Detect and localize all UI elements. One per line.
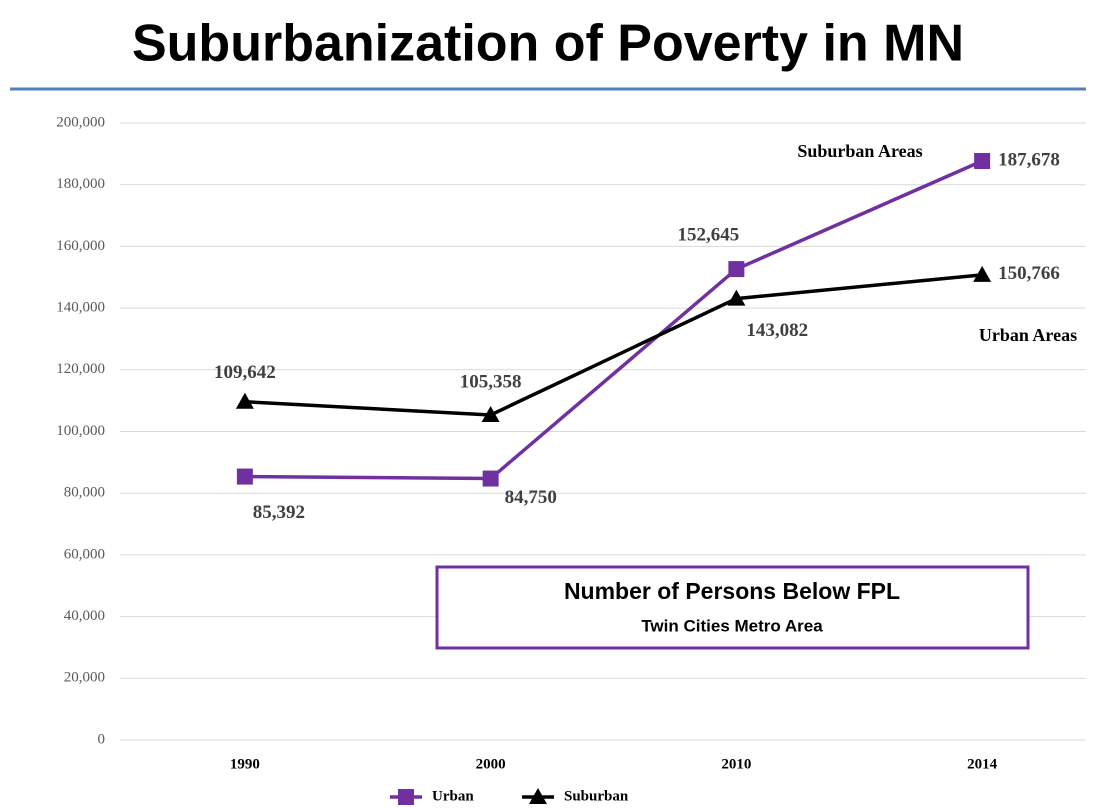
legend-label: Urban	[432, 788, 474, 804]
x-tick-label: 2000	[476, 756, 506, 772]
y-tick-label: 80,000	[64, 485, 105, 501]
y-tick-label: 20,000	[64, 670, 105, 686]
y-tick-label: 40,000	[64, 608, 105, 624]
x-tick-label: 2010	[721, 756, 751, 772]
y-tick-label: 160,000	[56, 238, 105, 254]
series-line	[244, 159, 983, 481]
annotation: Urban Areas	[979, 325, 1077, 345]
inset-subtitle: Twin Cities Metro Area	[641, 616, 823, 635]
x-tick-label: 1990	[230, 756, 260, 772]
data-label: 150,766	[998, 263, 1060, 284]
marker	[235, 392, 254, 409]
data-label: 85,392	[253, 502, 305, 523]
marker	[529, 788, 547, 804]
y-tick-label: 120,000	[56, 361, 105, 377]
marker	[728, 261, 745, 278]
annotation: Suburban Areas	[797, 141, 922, 161]
series-line	[244, 273, 983, 417]
marker	[398, 789, 414, 805]
x-tick-label: 2014	[967, 756, 998, 772]
marker	[482, 470, 499, 487]
data-label: 143,082	[746, 320, 808, 341]
y-tick-label: 140,000	[56, 300, 105, 316]
chart-title: Suburbanization of Poverty in MN	[132, 15, 964, 73]
legend-label: Suburban	[564, 788, 629, 804]
data-label: 152,645	[678, 224, 740, 245]
marker	[974, 153, 991, 170]
marker	[727, 289, 746, 306]
inset-box	[435, 565, 1030, 650]
data-label: 187,678	[998, 149, 1060, 170]
y-tick-label: 100,000	[56, 423, 105, 439]
inset-title: Number of Persons Below FPL	[564, 578, 900, 604]
data-label: 109,642	[214, 362, 276, 383]
data-label: 105,358	[460, 371, 522, 392]
data-label: 84,750	[505, 487, 557, 508]
marker	[481, 405, 500, 422]
y-tick-label: 60,000	[64, 546, 105, 562]
marker	[236, 468, 253, 485]
marker	[973, 265, 992, 282]
y-tick-label: 0	[98, 731, 106, 747]
y-tick-label: 200,000	[56, 114, 105, 130]
y-tick-label: 180,000	[56, 176, 105, 192]
